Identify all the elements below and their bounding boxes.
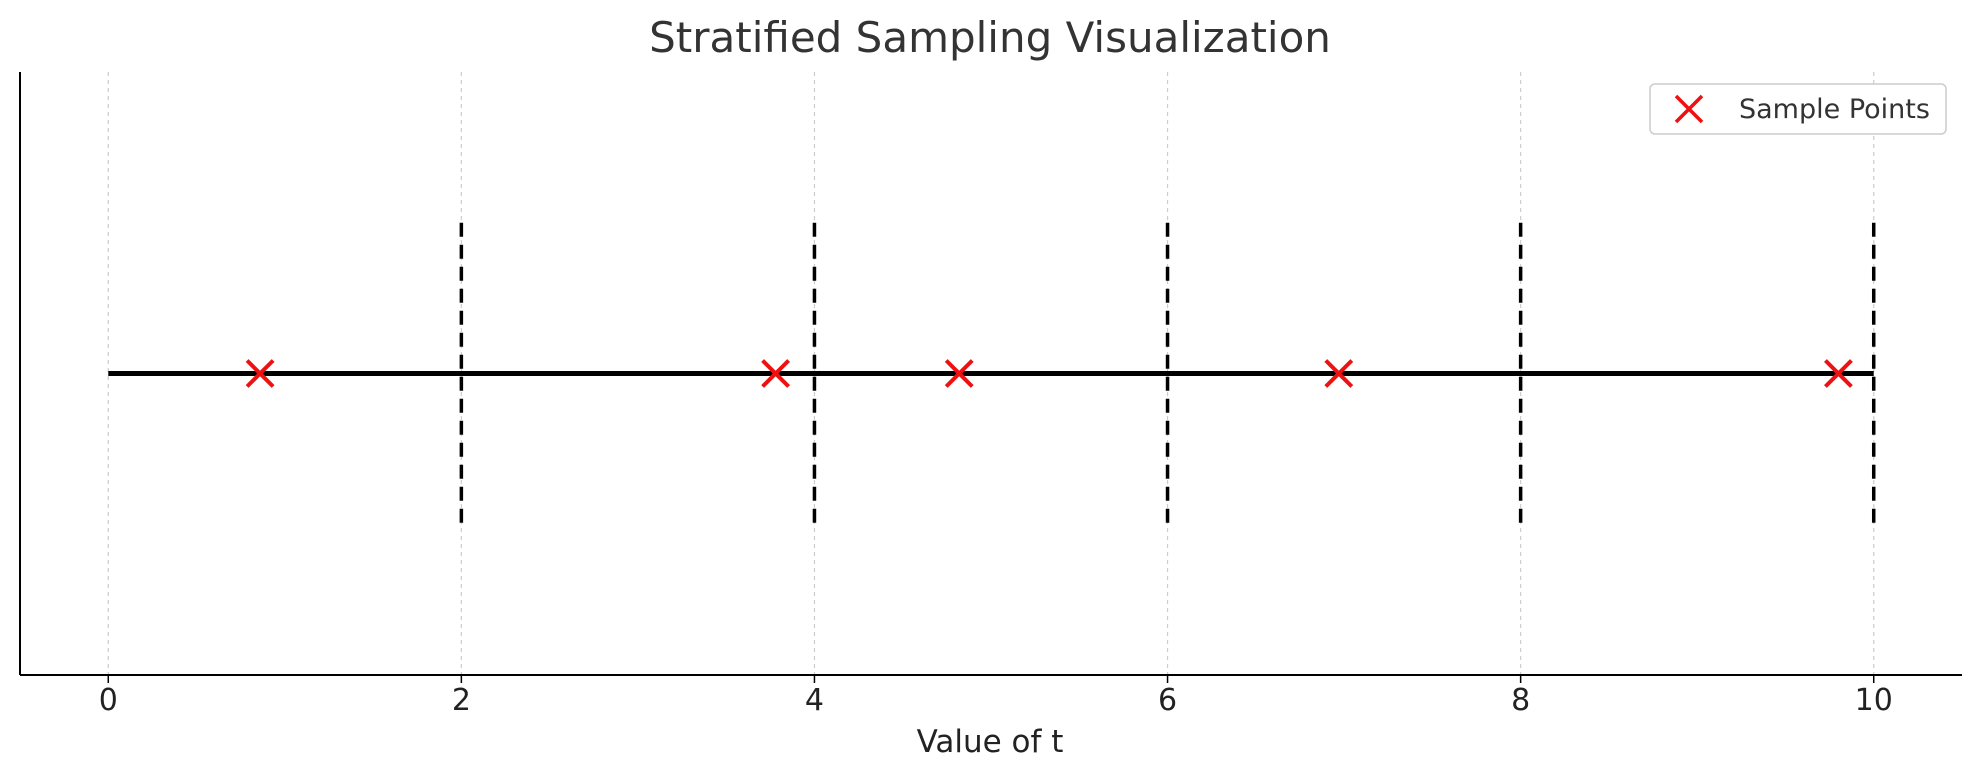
sample-point xyxy=(245,359,275,388)
sample-point-stroke xyxy=(1324,359,1354,388)
x-tick-label: 0 xyxy=(99,683,118,718)
chart-title: Stratified Sampling Visualization xyxy=(649,13,1331,62)
legend-box xyxy=(1649,83,1947,135)
strata-boundaries xyxy=(459,222,1876,525)
legend: Sample Points xyxy=(1649,83,1947,135)
legend-label: Sample Points xyxy=(1739,94,1930,125)
x-axis-ticks: 0 2 4 6 8 10 xyxy=(99,675,1893,718)
sample-point-stroke xyxy=(944,359,974,388)
sample-point-stroke xyxy=(761,359,791,388)
x-tick-label: 6 xyxy=(1158,683,1177,718)
sample-point xyxy=(761,359,791,388)
legend-marker-icon xyxy=(1674,94,1704,124)
x-axis-label: Value of t xyxy=(917,724,1064,760)
sample-point xyxy=(944,359,974,388)
x-tick-label: 8 xyxy=(1511,683,1530,718)
sample-point xyxy=(1824,359,1853,388)
sample-points xyxy=(245,359,1853,388)
sample-point xyxy=(1324,359,1354,388)
sample-point-stroke xyxy=(245,359,275,388)
x-tick-label: 4 xyxy=(805,683,824,718)
x-tick-label: 2 xyxy=(452,683,471,718)
x-tick-label: 10 xyxy=(1855,683,1893,718)
sample-point-stroke xyxy=(1824,359,1853,388)
